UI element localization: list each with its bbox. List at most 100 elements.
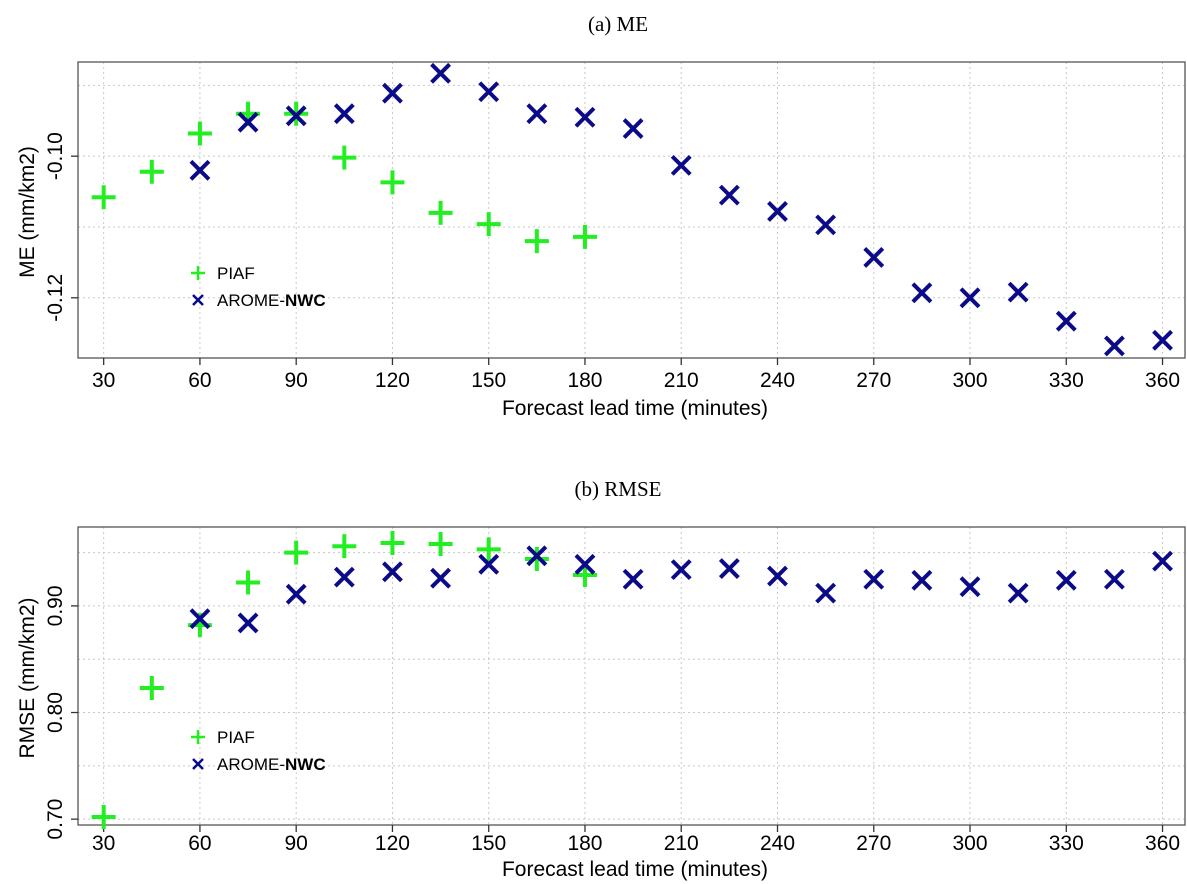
x-tick-label: 30	[92, 369, 115, 392]
data-point-arome-nwc	[863, 568, 885, 590]
data-point-arome-nwc	[189, 159, 211, 181]
data-point-arome-nwc	[959, 287, 981, 309]
x-tick-label: 60	[188, 369, 211, 392]
data-point-arome-nwc	[1152, 550, 1173, 572]
data-point-arome-nwc	[478, 553, 500, 575]
x-tick-label: 270	[856, 369, 891, 392]
data-point-piaf	[380, 530, 405, 555]
panel-title: (b) RMSE	[575, 477, 662, 501]
data-point-arome-nwc	[189, 608, 211, 630]
data-point-piaf	[572, 224, 597, 249]
x-tick-label: 360	[1145, 369, 1180, 392]
data-point-arome-nwc	[430, 62, 451, 84]
panel-rmse: (b) RMSE Forecast lead time (minutes) RM…	[16, 477, 1186, 881]
x-tick-label: 180	[567, 832, 602, 855]
data-point-arome-nwc	[574, 106, 596, 128]
x-tick-label: 90	[285, 369, 308, 392]
data-point-piaf	[428, 532, 453, 557]
x-tick-label: 120	[375, 369, 410, 392]
data-point-arome-nwc	[767, 565, 788, 587]
x-tick-label: 120	[375, 832, 410, 855]
legend-marker-arome-nwc	[192, 294, 204, 306]
legend-label-arome-nwc: AROME-NWC	[217, 291, 326, 310]
legend-label-piaf: PIAF	[217, 264, 255, 283]
plot-frame	[77, 526, 1186, 826]
y-axis-label: ME (mm/km2)	[16, 146, 39, 278]
data-point-arome-nwc	[718, 558, 740, 579]
data-point-arome-nwc	[670, 154, 692, 176]
data-point-arome-nwc	[526, 545, 548, 567]
data-point-arome-nwc	[767, 201, 788, 222]
data-point-arome-nwc	[959, 576, 981, 598]
y-tick-label: 0.90	[44, 585, 67, 626]
series-arome-nwc	[189, 62, 1173, 357]
legend-marker-piaf	[191, 266, 205, 280]
x-tick-label: 150	[471, 369, 506, 392]
data-point-piaf	[91, 185, 116, 210]
x-tick-label: 150	[471, 832, 506, 855]
x-tick-label: 210	[664, 832, 699, 855]
data-point-arome-nwc	[382, 82, 403, 104]
legend: PIAF AROME-NWC	[191, 728, 326, 774]
y-tick-label: 0.70	[44, 799, 67, 840]
data-point-arome-nwc	[574, 553, 596, 575]
data-point-arome-nwc	[622, 568, 644, 590]
data-point-arome-nwc	[333, 566, 355, 588]
x-tick-label: 240	[760, 369, 795, 392]
legend-marker-arome-nwc	[192, 758, 204, 770]
x-tick-label: 30	[92, 832, 115, 855]
data-point-piaf	[187, 121, 212, 146]
data-point-arome-nwc	[1152, 329, 1173, 351]
data-point-arome-nwc	[237, 612, 259, 634]
x-tick-label: 360	[1145, 832, 1180, 855]
data-point-piaf	[139, 675, 164, 700]
data-point-arome-nwc	[382, 561, 403, 583]
data-point-arome-nwc	[285, 583, 307, 605]
data-point-piaf	[476, 537, 501, 562]
data-point-piaf	[284, 540, 309, 565]
y-axis-label: RMSE (mm/km2)	[16, 598, 39, 759]
x-tick-label: 180	[567, 369, 602, 392]
data-point-arome-nwc	[863, 247, 885, 268]
data-point-arome-nwc	[815, 582, 837, 604]
data-point-arome-nwc	[285, 105, 307, 127]
data-point-arome-nwc	[333, 103, 355, 125]
data-point-piaf	[332, 145, 357, 170]
legend: PIAF AROME-NWC	[191, 264, 326, 310]
y-tick-label: 0.80	[44, 692, 67, 733]
y-tick-label: -0.12	[44, 274, 67, 322]
data-point-piaf	[139, 159, 164, 184]
x-tick-label: 330	[1049, 369, 1084, 392]
x-tick-label: 210	[664, 369, 699, 392]
grid	[78, 527, 1185, 825]
series-piaf	[91, 530, 597, 830]
data-point-arome-nwc	[815, 214, 837, 236]
grid	[78, 62, 1185, 358]
data-point-arome-nwc	[911, 282, 933, 304]
data-point-arome-nwc	[911, 569, 933, 591]
data-point-arome-nwc	[718, 184, 740, 206]
legend-label-arome-nwc: AROME-NWC	[217, 755, 326, 774]
data-point-arome-nwc	[670, 559, 692, 581]
panel-title: (a) ME	[588, 12, 648, 36]
data-point-piaf	[236, 570, 261, 595]
data-point-piaf	[332, 534, 357, 559]
x-tick-label: 60	[188, 832, 211, 855]
x-axis-label: Forecast lead time (minutes)	[502, 858, 768, 881]
data-point-piaf	[524, 546, 549, 571]
data-point-arome-nwc	[478, 81, 500, 103]
data-point-arome-nwc	[1055, 569, 1077, 591]
x-tick-label: 240	[760, 832, 795, 855]
data-point-arome-nwc	[1055, 310, 1077, 332]
legend-marker-piaf	[191, 730, 205, 744]
series-arome-nwc	[189, 545, 1173, 634]
x-tick-label: 90	[285, 832, 308, 855]
plot-frame	[77, 61, 1186, 359]
data-point-arome-nwc	[1103, 568, 1125, 590]
y-tick-label: -0.10	[44, 132, 67, 180]
x-tick-label: 270	[856, 832, 891, 855]
data-point-arome-nwc	[1007, 582, 1029, 604]
series-piaf	[91, 101, 597, 254]
data-point-arome-nwc	[526, 103, 548, 125]
data-point-arome-nwc	[237, 111, 259, 133]
